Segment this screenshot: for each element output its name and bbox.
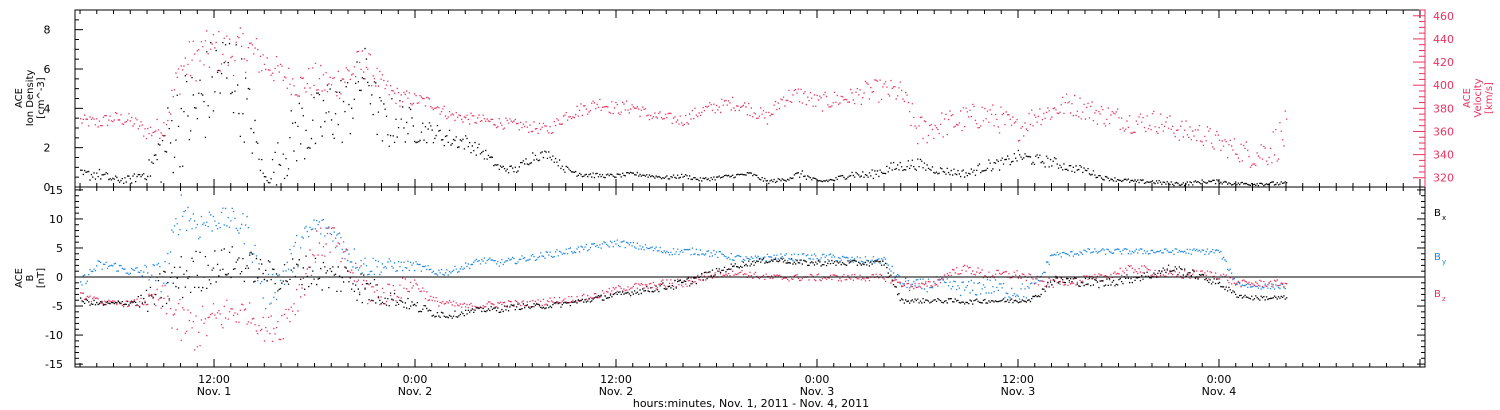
x-tick-label-time: 12:00 [600,373,632,386]
bottom-left-y-tick-label: -10 [45,329,63,342]
top-right-y-tick-label: 420 [1433,56,1454,69]
x-tick-label-date: Nov. 3 [1001,385,1036,398]
x-axis-title: hours:minutes, Nov. 1, 2011 - Nov. 4, 20… [633,397,869,410]
x-tick-label-date: Nov. 2 [599,385,634,398]
x-tick-label-time: 12:00 [1002,373,1034,386]
x-tick-label-date: Nov. 1 [197,385,232,398]
x-tick-label-time: 12:00 [198,373,230,386]
bottom-left-y-tick-label: -5 [52,300,63,313]
top-left-y-tick-label: 0 [44,181,51,194]
top-right-y-tick-label: 360 [1433,125,1454,138]
legend-label: B [1434,252,1441,263]
bottom-left-y-tick-label: 15 [49,184,63,197]
bx-series-points [80,246,1288,319]
legend-subscript: y [1442,258,1446,266]
top-left-y-tick-label: 4 [44,102,51,115]
velocity-axis-label-line3: [km/s] [1484,82,1495,114]
b-field-axis-label-line3: [nT] [36,268,47,288]
density-axis-label-line3: [cm^-3] [36,77,47,118]
by-series-points [80,194,1288,310]
density-axis-label: ACEIon Density[cm^-3] [14,70,47,127]
top-right-y-tick-label: 440 [1433,33,1454,46]
density-series [80,41,1288,188]
b-field-axis-label: ACEB[nT] [14,268,47,288]
density-axis-label-line1: ACE [14,88,25,108]
top-right-y-tick-label: 320 [1433,172,1454,185]
density-axis-label-line2: Ion Density [25,70,36,127]
legend-subscript: z [1442,295,1446,303]
x-tick-label-date: Nov. 4 [1202,385,1237,398]
top-left-y-tick-label: 6 [44,63,51,76]
by-series [80,194,1288,310]
bottom-left-y-tick-label: 5 [56,242,63,255]
bottom-left-y-tick-label: 10 [49,213,63,226]
velocity-series-points [80,27,1288,168]
velocity-axis-label-line1: ACE [1462,88,1473,108]
top-right-y-tick-label: 460 [1433,10,1454,23]
bottom-left-y-tick-label: -15 [45,358,63,371]
bz-series-points [80,227,1288,351]
top-left-y-tick-label: 2 [44,142,51,155]
bz-series [80,227,1288,351]
velocity-axis-label: ACEVelocity[km/s] [1462,78,1495,117]
bx-series [80,246,1288,319]
top-panel-frame [74,9,1426,188]
top-right-y-tick-label: 400 [1433,79,1454,92]
legend-label: B [1434,289,1441,300]
x-tick-label-date: Nov. 2 [398,385,433,398]
data-layer [80,27,1288,351]
density-series-points [80,41,1288,188]
velocity-axis-label-line2: Velocity [1473,78,1484,117]
x-tick-label-time: 0:00 [1207,373,1232,386]
x-tick-label-date: Nov. 3 [800,385,835,398]
top-right-y-tick-label: 380 [1433,102,1454,115]
legend-label: B [1434,208,1441,219]
bottom-left-y-tick-label: 0 [56,271,63,284]
legend-subscript: x [1442,214,1446,222]
x-tick-label-time: 0:00 [805,373,830,386]
b-field-axis-label-line1: ACE [14,268,25,288]
top-left-y-tick-label: 8 [44,24,51,37]
top-right-y-tick-label: 340 [1433,149,1454,162]
velocity-series [80,27,1288,168]
x-tick-label-time: 0:00 [403,373,428,386]
b-field-axis-label-line2: B [25,274,36,281]
